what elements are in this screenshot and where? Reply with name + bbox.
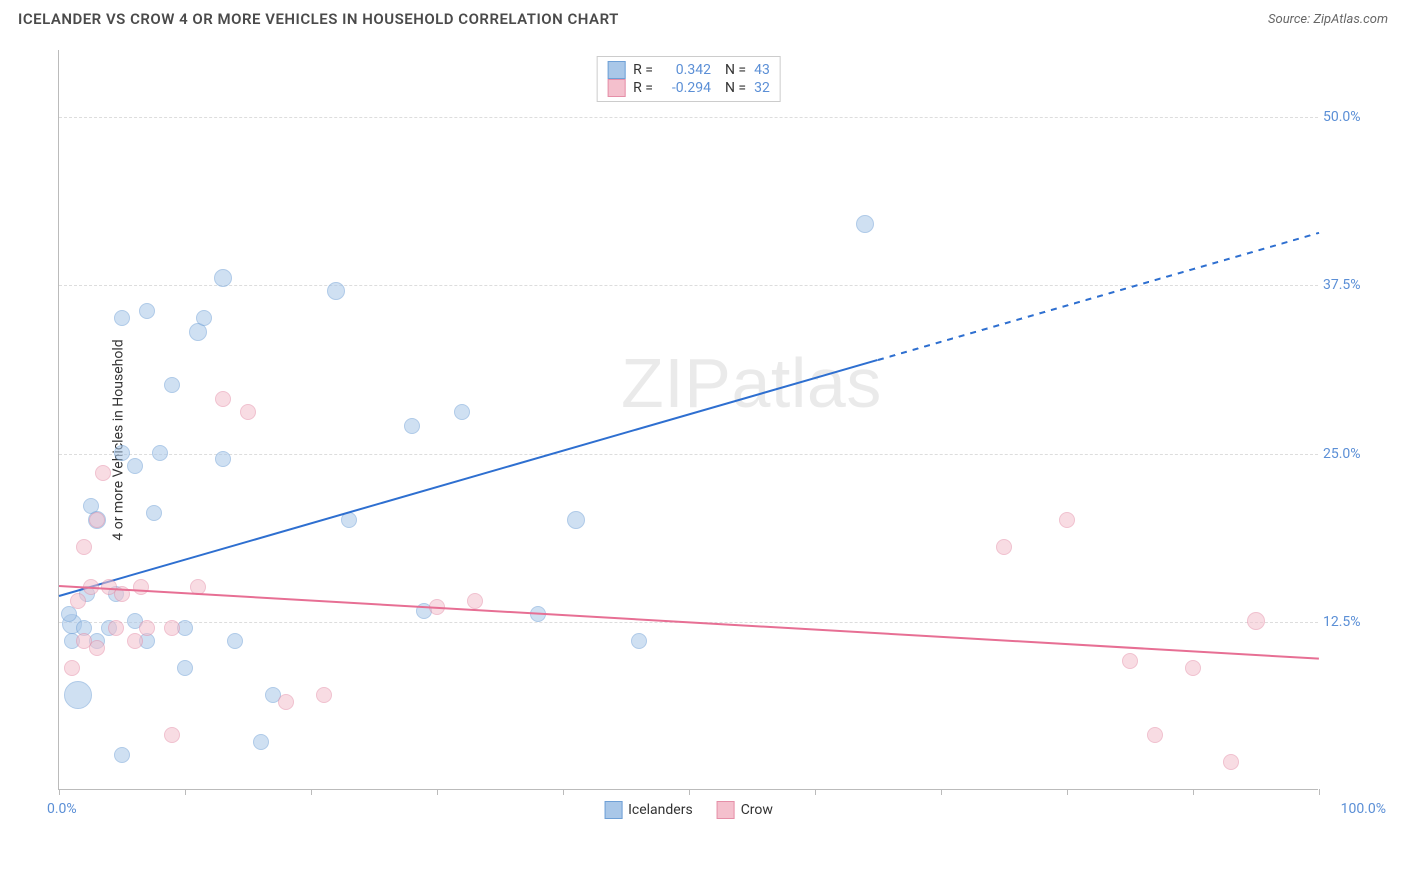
scatter-point (278, 694, 294, 710)
scatter-point (114, 310, 130, 326)
scatter-point (64, 660, 80, 676)
scatter-point (127, 458, 143, 474)
watermark: ZIPatlas (621, 343, 882, 423)
x-axis-max-label: 100.0% (1341, 801, 1386, 817)
scatter-point (1223, 754, 1239, 770)
scatter-point (61, 606, 77, 622)
x-tick (563, 789, 564, 795)
scatter-point (856, 215, 874, 233)
r-value: -0.294 (661, 80, 711, 96)
chart-area: 4 or more Vehicles in Household ZIPatlas… (48, 50, 1386, 830)
scatter-point (1147, 727, 1163, 743)
scatter-point (467, 593, 483, 609)
chart-title: ICELANDER VS CROW 4 OR MORE VEHICLES IN … (18, 10, 619, 28)
scatter-point (215, 451, 231, 467)
legend-row: R = -0.294 N = 32 (607, 79, 770, 97)
legend-label: Icelanders (628, 802, 693, 818)
y-tick-label: 50.0% (1323, 109, 1378, 125)
r-label: R = (633, 80, 653, 96)
scatter-point (76, 539, 92, 555)
plot-region: ZIPatlas R =0.342N =43R =-0.294N =32 Ice… (58, 50, 1318, 790)
legend-swatch (717, 801, 735, 819)
x-tick (689, 789, 690, 795)
scatter-point (164, 620, 180, 636)
legend-swatch (604, 801, 622, 819)
scatter-point (227, 633, 243, 649)
source-credit: Source: ZipAtlas.com (1268, 12, 1388, 27)
scatter-point (127, 633, 143, 649)
x-axis-min-label: 0.0% (47, 801, 77, 817)
scatter-point (1185, 660, 1201, 676)
x-tick (1067, 789, 1068, 795)
n-label: N = (725, 80, 746, 96)
y-tick-label: 37.5% (1323, 277, 1378, 293)
n-value: 43 (754, 62, 770, 78)
scatter-point (253, 734, 269, 750)
n-label: N = (725, 62, 746, 78)
r-label: R = (633, 62, 653, 78)
x-tick (815, 789, 816, 795)
legend-item: Crow (717, 801, 773, 819)
source-prefix: Source: (1268, 12, 1313, 27)
scatter-point (95, 465, 111, 481)
scatter-point (567, 511, 585, 529)
scatter-point (139, 303, 155, 319)
y-tick-label: 25.0% (1323, 446, 1378, 462)
scatter-point (631, 633, 647, 649)
scatter-point (164, 377, 180, 393)
x-tick (437, 789, 438, 795)
scatter-point (215, 391, 231, 407)
gridline (59, 117, 1318, 118)
scatter-point (64, 681, 92, 709)
scatter-point (108, 620, 124, 636)
x-tick (185, 789, 186, 795)
legend-row: R = 0.342 N = 43 (607, 61, 770, 79)
n-value: 32 (754, 80, 770, 96)
scatter-point (240, 404, 256, 420)
trend-line (59, 359, 879, 597)
x-tick (59, 789, 60, 795)
scatter-point (70, 593, 86, 609)
scatter-point (1122, 653, 1138, 669)
scatter-point (1247, 612, 1265, 630)
scatter-point (1059, 512, 1075, 528)
scatter-point (177, 660, 193, 676)
scatter-point (89, 640, 105, 656)
scatter-point (327, 282, 345, 300)
legend-swatch (607, 61, 625, 79)
legend-swatch (607, 79, 625, 97)
scatter-point (316, 687, 332, 703)
x-tick (941, 789, 942, 795)
scatter-point (133, 579, 149, 595)
scatter-point (89, 512, 105, 528)
scatter-point (114, 445, 130, 461)
scatter-point (196, 310, 212, 326)
scatter-point (139, 620, 155, 636)
header: ICELANDER VS CROW 4 OR MORE VEHICLES IN … (0, 0, 1406, 34)
series-legend: Icelanders Crow (604, 801, 773, 819)
x-tick (311, 789, 312, 795)
scatter-point (214, 269, 232, 287)
r-value: 0.342 (661, 62, 711, 78)
y-tick-label: 12.5% (1323, 614, 1378, 630)
scatter-point (164, 727, 180, 743)
scatter-point (404, 418, 420, 434)
legend-item: Icelanders (604, 801, 693, 819)
trend-line (878, 232, 1320, 361)
x-tick (1193, 789, 1194, 795)
scatter-point (996, 539, 1012, 555)
scatter-point (114, 747, 130, 763)
x-tick (1319, 789, 1320, 795)
gridline (59, 454, 1318, 455)
scatter-point (454, 404, 470, 420)
legend-label: Crow (741, 802, 773, 818)
scatter-point (146, 505, 162, 521)
source-name: ZipAtlas.com (1313, 12, 1388, 27)
scatter-point (152, 445, 168, 461)
correlation-legend: R = 0.342 N = 43 R = -0.294 N = 32 (596, 56, 781, 102)
